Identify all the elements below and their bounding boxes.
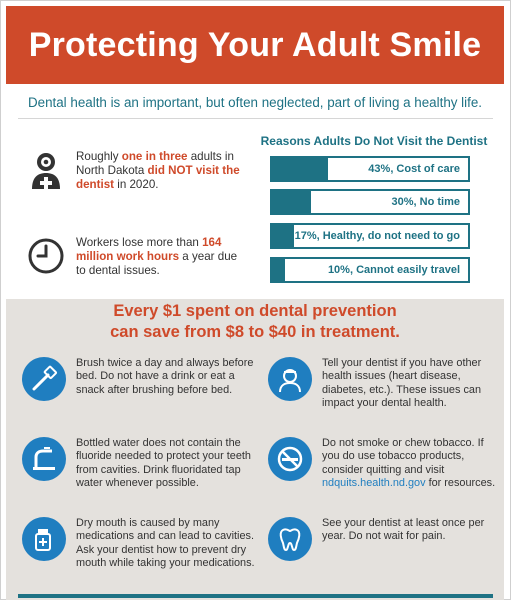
ndquits-link[interactable]: ndquits.health.nd.gov <box>322 476 426 489</box>
chart-bar: 17%, Healthy, do not need to go <box>270 223 470 249</box>
chart-bar-fill <box>272 225 295 247</box>
nurse-icon <box>268 357 312 401</box>
chart-bar-label: 10%, Cannot easily travel <box>327 264 460 276</box>
subtitle: Dental health is an important, but often… <box>27 95 483 110</box>
clock-icon <box>26 236 66 276</box>
savings-line-1: Every $1 spent on dental prevention <box>113 302 397 320</box>
chart-bar-fill <box>272 158 329 180</box>
tip-dry-mouth: Dry mouth is caused by many medications … <box>22 517 256 570</box>
chart-title: Reasons Adults Do Not Visit the Dentist <box>260 134 488 148</box>
chart-bar-label: 43%, Cost of care <box>368 163 460 175</box>
chart-bar-label: 30%, No time <box>391 196 460 208</box>
faucet-icon <box>22 437 66 481</box>
savings-line-2: can save from $8 to $40 in treatment. <box>110 323 400 341</box>
chart-bar: 43%, Cost of care <box>270 156 470 182</box>
tooth-icon <box>268 517 312 561</box>
stat-dentist-visits: Roughly one in three adults in North Dak… <box>26 150 246 192</box>
chart-bar: 10%, Cannot easily travel <box>270 257 470 283</box>
tip-text: Brush twice a day and always before bed.… <box>76 357 254 396</box>
chart-bar-fill <box>272 191 312 213</box>
title-banner: Protecting Your Adult Smile <box>6 6 504 84</box>
tip-text: See your dentist at least once per year.… <box>322 517 485 543</box>
tip-text: Dry mouth is caused by many medications … <box>76 517 255 569</box>
no-smoking-icon <box>268 437 312 481</box>
chart-bar: 30%, No time <box>270 189 470 215</box>
tip-tobacco: Do not smoke or chew tobacco. If you do … <box>268 437 502 490</box>
tip-text: Do not smoke or chew tobacco. If you do … <box>322 437 496 489</box>
toothbrush-icon <box>22 357 66 401</box>
tip-fluoride: Bottled water does not contain the fluor… <box>22 437 256 490</box>
tip-health-issues: Tell your dentist if you have other heal… <box>268 357 502 410</box>
chart-bar-label: 17%, Healthy, do not need to go <box>294 230 460 242</box>
dentist-icon <box>26 150 66 190</box>
stat-text: Roughly one in three adults in North Dak… <box>76 150 240 191</box>
tip-text: Tell your dentist if you have other heal… <box>322 357 482 409</box>
stat-work-hours: Workers lose more than 164 million work … <box>26 236 246 278</box>
divider <box>18 118 493 119</box>
tips-panel <box>6 299 504 600</box>
tip-brushing: Brush twice a day and always before bed.… <box>22 357 256 401</box>
tip-annual-visit: See your dentist at least once per year.… <box>268 517 502 561</box>
medication-icon <box>22 517 66 561</box>
tip-text: Bottled water does not contain the fluor… <box>76 437 251 489</box>
chart-bar-fill <box>272 259 286 281</box>
footer-bar <box>18 594 493 598</box>
page-title: Protecting Your Adult Smile <box>28 25 482 64</box>
stat-text: Workers lose more than 164 million work … <box>76 236 238 277</box>
savings-callout: Every $1 spent on dental prevention can … <box>6 301 504 343</box>
